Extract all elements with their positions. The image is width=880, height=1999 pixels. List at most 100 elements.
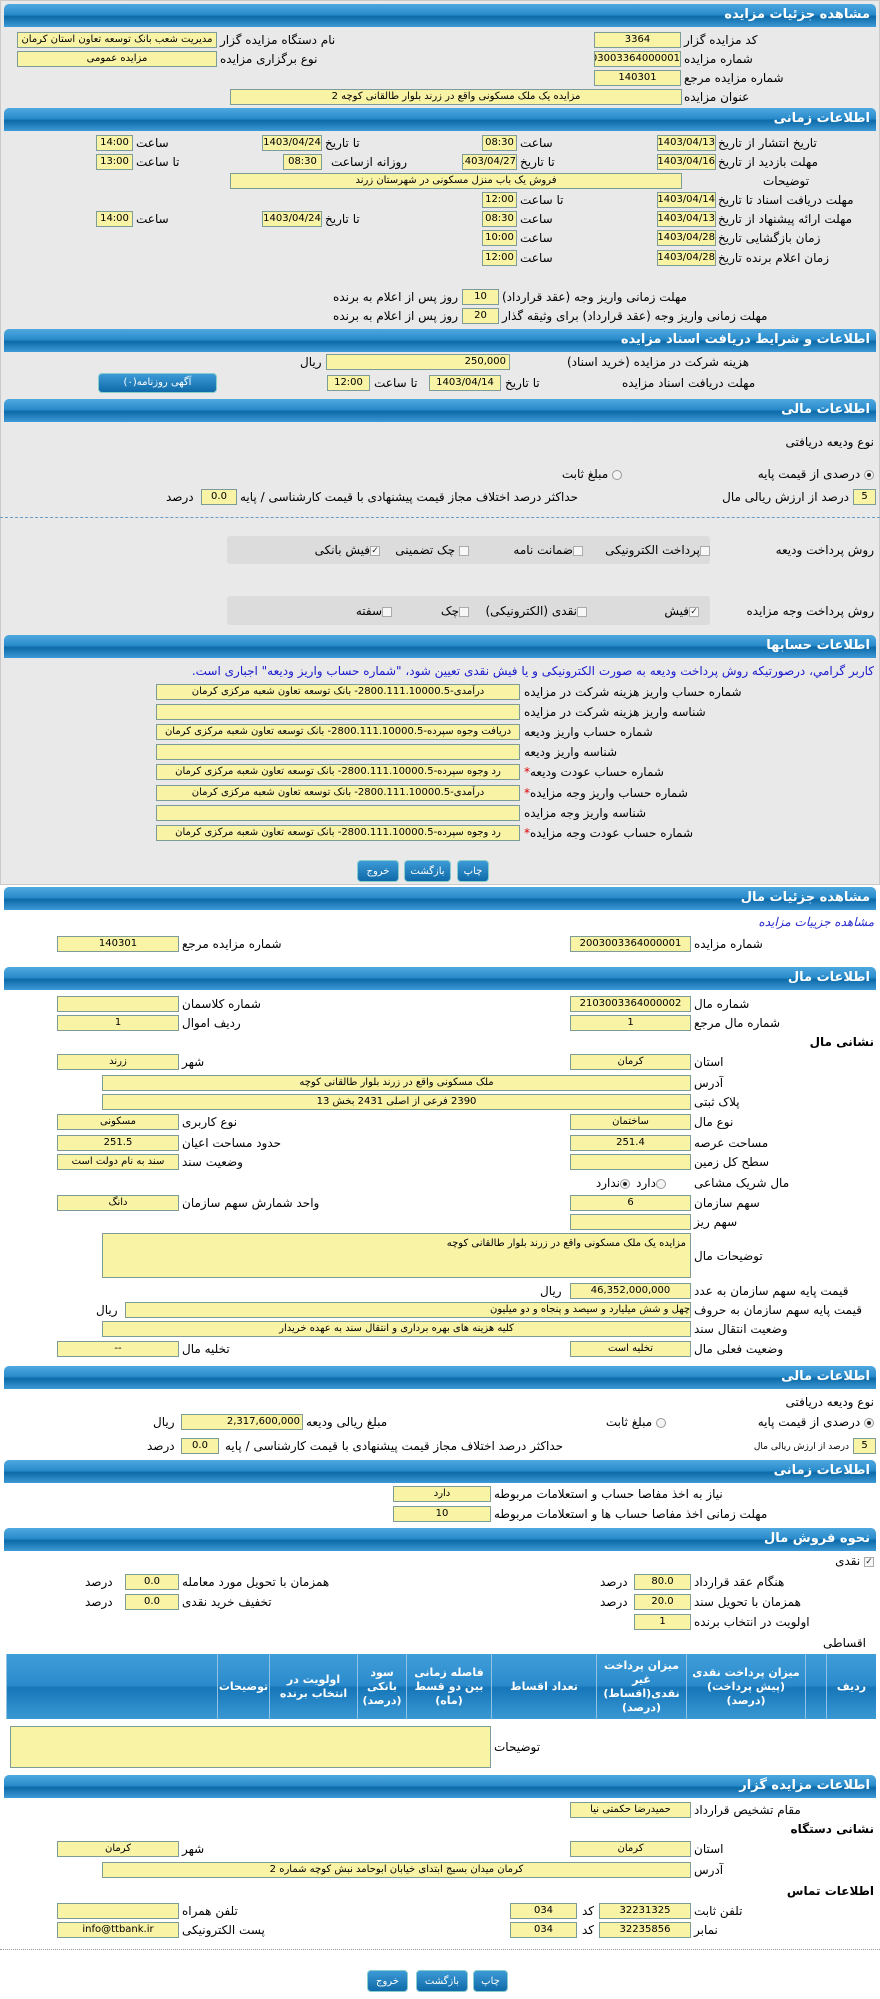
docs-to-date-field: 1403/04/14 (429, 375, 501, 391)
winner-label: زمان اعلام برنده تاریخ (718, 251, 829, 265)
org-province-field: کرمان (570, 1841, 691, 1857)
docs-label: مهلت دریافت اسناد تا تاریخ (718, 193, 854, 207)
pay1-label: مهلت زمانی واریز وجه (عقد قرارداد) (502, 290, 687, 304)
back-button-2[interactable]: بازگشت (416, 1970, 468, 1992)
org-province-label: استان (694, 1842, 724, 1856)
pay1-days-field: 10 (462, 289, 499, 305)
payment-method-slip[interactable]: ✓فیش (664, 602, 699, 620)
phone-field: 32231325 (599, 1903, 691, 1919)
shared-yes-option[interactable]: دارد (636, 1174, 666, 1192)
installment-label: اقساطی (823, 1636, 866, 1650)
checkbox-checked-icon[interactable]: ✓ (370, 545, 380, 556)
column-header (6, 1654, 217, 1719)
print-button[interactable]: چاپ (457, 860, 489, 882)
checkbox-checked-icon[interactable]: ✓ (689, 606, 699, 617)
section-header-property-details: مشاهده جزئیات مال (4, 887, 876, 910)
radio-icon[interactable] (612, 469, 622, 480)
fee-unit: ریال (300, 355, 322, 369)
phone-code-label: کد (582, 1904, 595, 1918)
auction-subject-field: مزایده یک ملک مسکونی واقع در زرند بلوار … (230, 89, 682, 105)
publish-time-field: 08:30 (482, 135, 517, 151)
radio-icon[interactable] (656, 1178, 666, 1189)
required-star-icon: * (524, 765, 530, 779)
newspaper-ad-button[interactable]: آگهی روزنامه(۰) (98, 373, 217, 393)
deposit-method-cheque[interactable]: چک تضمینی (395, 541, 469, 559)
required-star-icon: * (524, 826, 530, 840)
radio-checked-icon[interactable] (864, 469, 874, 480)
checkbox-checked-icon[interactable]: ✓ (864, 1556, 874, 1567)
words-unit: ریال (96, 1303, 118, 1317)
radio-checked-icon[interactable] (620, 1178, 630, 1189)
pay1-suffix: روز پس از اعلام به برنده (333, 290, 458, 304)
phone-label: تلفن ثابت (694, 1904, 743, 1918)
deposit-method-guarantee[interactable]: ضمانت نامه (513, 541, 583, 559)
exit-button[interactable]: خروج (357, 860, 399, 882)
payment-method-cheque[interactable]: چک (441, 602, 469, 620)
cash-option[interactable]: ✓ نقدی (835, 1552, 874, 1570)
checkbox-icon[interactable] (577, 606, 587, 617)
offer-to-time-field: 14:00 (96, 211, 133, 227)
winner-time-label: ساعت (520, 251, 553, 265)
property-class-label: شماره کلاسمان (182, 997, 261, 1011)
opening-date-field: 1403/04/28 (657, 230, 716, 246)
auction-details-link[interactable]: مشاهده جزییات مزایده (758, 915, 874, 929)
checkbox-icon[interactable] (700, 545, 710, 556)
property-words-label: قیمت پایه سهم سازمان به حروف (694, 1303, 862, 1317)
contract-unit: درصد (600, 1575, 628, 1589)
section-header-documents: اطلاعات و شرایط دریافت اسناد مزایده (4, 329, 876, 352)
clearance-need-field: دارد (393, 1486, 491, 1502)
radio-icon[interactable] (656, 1417, 666, 1428)
sale-desc-label: توضیحات (494, 1740, 541, 1754)
fin2-percent-option[interactable]: درصدی از قیمت پایه (758, 1413, 874, 1431)
property-share-field: 6 (570, 1195, 691, 1211)
column-header: توضیحات (217, 1654, 269, 1719)
property-refnum-label: شماره مال مرجع (694, 1016, 781, 1030)
publish-time-label: ساعت (520, 136, 553, 150)
contract-field: 80.0 (634, 1574, 691, 1590)
auctioneer-code-label: کد مزایده گزار (684, 33, 758, 47)
option-label: مبلغ ثابت (605, 1415, 653, 1429)
deposit-percent-suffix: درصد از ارزش ریالی مال (722, 490, 849, 504)
checkbox-icon[interactable] (573, 545, 583, 556)
payment-method-promissory[interactable]: سفته (356, 602, 392, 620)
property-deed-field: سند به نام دولت است (57, 1154, 179, 1170)
phone-code-field: 034 (510, 1903, 577, 1919)
property-status-field: تخلیه است (570, 1341, 691, 1357)
shared-no-option[interactable]: ندارد (596, 1174, 630, 1192)
back-button[interactable]: بازگشت (404, 860, 451, 882)
max-diff-field: 0.0 (201, 489, 237, 505)
exit-button-2[interactable]: خروج (367, 1970, 408, 1992)
print-button-2[interactable]: چاپ (473, 1970, 508, 1992)
opening-time-label: ساعت (520, 231, 553, 245)
daily-from-field: 08:30 (283, 154, 322, 170)
visit-from-field: 1403/04/16 (657, 154, 716, 170)
checkbox-icon[interactable] (382, 606, 392, 617)
deposit-method-electronic[interactable]: پرداخت الکترونیکی (605, 541, 710, 559)
fax-code-field: 034 (510, 1922, 577, 1938)
account-label-text: شناسه واریز هزینه شرکت در مزایده (524, 705, 706, 719)
publish-to-label: تا تاریخ (325, 136, 360, 150)
radio-checked-icon[interactable] (864, 1417, 874, 1428)
mobile-label: تلفن همراه (182, 1904, 238, 1918)
fin2-fixed-option[interactable]: مبلغ ثابت (606, 1413, 666, 1431)
column-header: میزان پرداخت غیر نقدی(اقساط) (درصد) (596, 1654, 686, 1719)
deposit-method-bank-slip[interactable]: ✓فیش بانکی (315, 541, 380, 559)
discount-unit: درصد (85, 1595, 113, 1609)
checkbox-icon[interactable] (459, 545, 469, 556)
account-label-text: شماره حساب واریز ودیعه (524, 725, 653, 739)
option-label: درصدی از قیمت پایه (757, 1415, 861, 1429)
property-evac-field: -- (57, 1341, 179, 1357)
property-building-label: حدود مساحت اعیان (182, 1136, 282, 1150)
property-province-label: استان (694, 1055, 724, 1069)
section-header-timing: اطلاعات زمانی (4, 108, 876, 131)
checkbox-icon[interactable] (459, 606, 469, 617)
account-label-text: شماره حساب واریز هزینه شرکت در مزایده (524, 685, 742, 699)
org-address-field: کرمان میدان بسیج ابتدای خیابان ابوحامد ن… (102, 1862, 691, 1878)
visit-label: مهلت بازدید از تاریخ (718, 155, 818, 169)
price-unit: ریال (540, 1284, 562, 1298)
auction-number-label: شماره مزایده (684, 52, 753, 66)
property-status-label: وضعیت فعلی مال (694, 1342, 784, 1356)
deposit-percent-option[interactable]: درصدی از قیمت پایه (758, 465, 874, 483)
payment-method-cash[interactable]: نقدی (الکترونیکی) (485, 602, 587, 620)
deposit-fixed-option[interactable]: مبلغ ثابت (562, 465, 622, 483)
